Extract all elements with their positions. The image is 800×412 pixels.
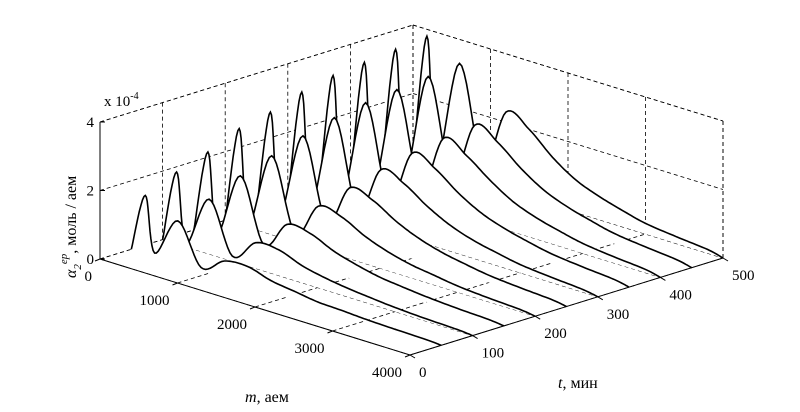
series-line-t100 xyxy=(161,170,473,337)
t-tick-label: 0 xyxy=(419,365,427,381)
m-tick-mark xyxy=(327,330,333,334)
tick-layer: 0 1000 2000 3000 4000 0 100 200 300 400 500 0 2 4 xyxy=(85,115,755,381)
t-tick-label: 500 xyxy=(732,268,755,284)
t-tick-mark xyxy=(660,276,666,281)
m-tick-label: 1000 xyxy=(140,293,170,309)
z-tick-label: 2 xyxy=(87,184,95,200)
series-line-t300 xyxy=(287,90,599,298)
t-tick-label: 200 xyxy=(544,326,567,342)
z-tick-label: 4 xyxy=(87,115,95,131)
series-layer xyxy=(130,33,724,347)
frame-edge xyxy=(99,24,414,123)
m-tick-label: 2000 xyxy=(217,317,247,333)
series-line-t150 xyxy=(193,150,505,327)
m-tick-label: 3000 xyxy=(295,341,325,357)
series-line-t350 xyxy=(318,73,630,288)
grid-line xyxy=(412,93,724,190)
series-fill xyxy=(193,152,504,326)
t-tick-mark xyxy=(409,354,416,359)
m-tick-mark xyxy=(249,306,256,310)
m-tick-mark xyxy=(94,258,101,262)
series-fill xyxy=(225,128,536,317)
m-tick-label: 0 xyxy=(85,269,93,285)
m-tick-label: 4000 xyxy=(372,365,402,381)
m-axis-title: m, аем xyxy=(245,389,289,406)
t-tick-mark xyxy=(597,296,604,301)
frame-edge xyxy=(412,24,724,122)
t-tick-mark xyxy=(722,257,729,262)
t-axis-title: t, мин xyxy=(558,375,598,392)
series-fill xyxy=(162,172,473,336)
series-line-t200 xyxy=(224,126,536,317)
t-tick-mark xyxy=(472,335,478,340)
grid-line xyxy=(225,219,536,317)
t-tick-label: 100 xyxy=(482,346,505,362)
z-axis-title: α2ep, моль / аем xyxy=(58,176,84,278)
m-tick-mark xyxy=(404,354,411,358)
series-line-t250 xyxy=(255,110,567,308)
t-tick-mark xyxy=(534,315,541,320)
z-tick-label: 0 xyxy=(87,252,95,268)
series-line-t50 xyxy=(130,194,442,347)
exponent-label: x 10-4 xyxy=(104,91,139,110)
t-tick-label: 400 xyxy=(669,287,692,303)
t-tick-label: 300 xyxy=(607,307,630,323)
m-tick-mark xyxy=(172,282,178,286)
